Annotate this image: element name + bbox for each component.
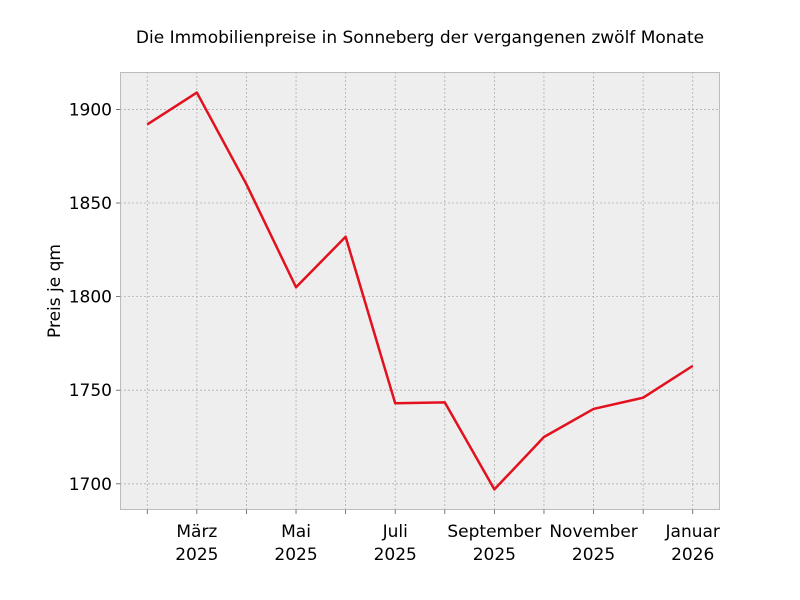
y-axis-label: Preis je qm [45, 244, 65, 338]
y-tick-label: 1900 [69, 100, 112, 120]
y-tick-label: 1700 [69, 475, 112, 495]
x-tick-label: Juli [382, 522, 408, 542]
x-tick-label: September [447, 522, 541, 542]
x-tick-label-year: 2026 [671, 545, 714, 565]
x-tick-label: Januar [665, 522, 720, 542]
y-tick-label: 1750 [69, 381, 112, 401]
chart-title: Die Immobilienpreise in Sonneberg der ve… [136, 28, 704, 48]
y-tick-label: 1800 [69, 288, 112, 308]
y-tick-label: 1850 [69, 194, 112, 214]
x-tick-label-year: 2025 [274, 545, 317, 565]
x-tick-label: Mai [281, 522, 311, 542]
x-tick-label-year: 2025 [572, 545, 615, 565]
plot-area [120, 72, 720, 510]
x-tick-label: November [549, 522, 637, 542]
x-tick-label-year: 2025 [374, 545, 417, 565]
x-tick-label: März [176, 522, 217, 542]
series-line [146, 91, 694, 491]
x-tick-label-year: 2025 [473, 545, 516, 565]
x-tick-label-year: 2025 [175, 545, 218, 565]
